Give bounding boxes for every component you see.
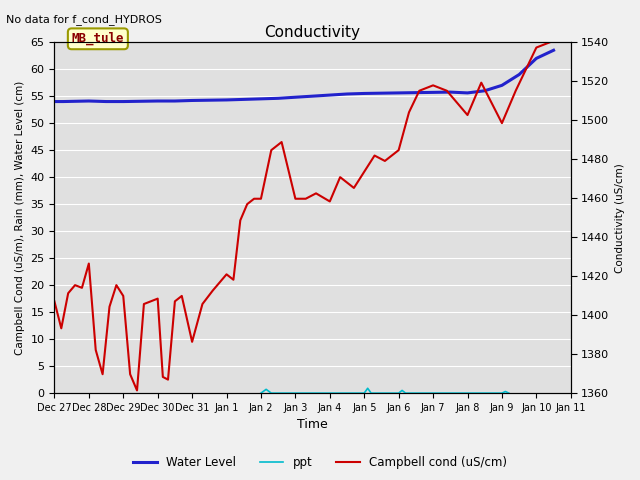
X-axis label: Time: Time [297, 419, 328, 432]
Title: Conductivity: Conductivity [264, 24, 360, 39]
Legend: Water Level, ppt, Campbell cond (uS/cm): Water Level, ppt, Campbell cond (uS/cm) [128, 452, 512, 474]
Text: No data for f_cond_HYDROS: No data for f_cond_HYDROS [6, 14, 163, 25]
Y-axis label: Campbell Cond (uS/m), Rain (mm), Water Level (cm): Campbell Cond (uS/m), Rain (mm), Water L… [15, 81, 25, 355]
Y-axis label: Conductivity (uS/cm): Conductivity (uS/cm) [615, 163, 625, 273]
Text: MB_tule: MB_tule [72, 32, 124, 46]
